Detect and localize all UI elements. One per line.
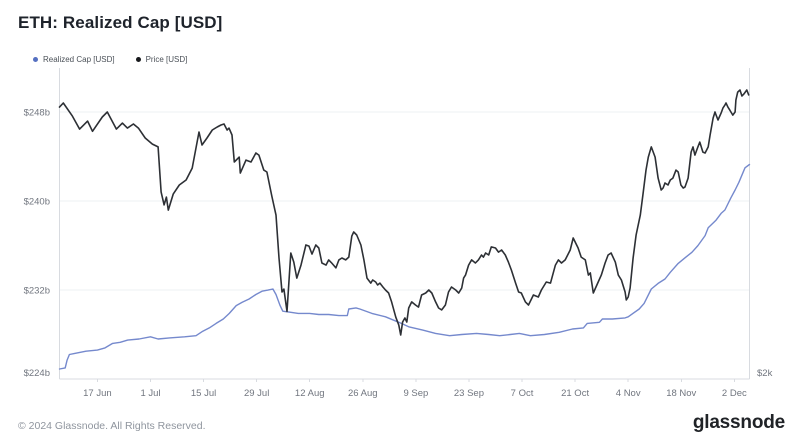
- x-axis-tick-label: 1 Jul: [140, 388, 160, 399]
- series-line-price[interactable]: [58, 89, 750, 336]
- legend: Realized Cap [USD] Price [USD]: [33, 55, 187, 64]
- legend-item-price[interactable]: Price [USD]: [135, 55, 188, 64]
- x-axis-tick-label: 4 Nov: [616, 388, 641, 399]
- x-axis-tick-label: 26 Aug: [348, 388, 378, 399]
- y-axis-tick-label: $240b: [24, 197, 50, 208]
- x-axis-tick-label: 29 Jul: [244, 388, 269, 399]
- x-axis-tick-label: 9 Sep: [403, 388, 428, 399]
- x-axis-tick-label: 23 Sep: [454, 388, 484, 399]
- x-axis-tick-label: 21 Oct: [561, 388, 589, 399]
- x-axis-tick-label: 15 Jul: [191, 388, 216, 399]
- glassnode-logo: glassnode: [692, 412, 785, 433]
- right-axis-tick-label: $2k: [757, 368, 773, 379]
- legend-label-price: Price [USD]: [145, 55, 188, 64]
- x-axis-tick-label: 7 Oct: [511, 388, 534, 399]
- x-axis-tick-label: 12 Aug: [295, 388, 325, 399]
- y-axis-tick-label: $248b: [24, 108, 50, 119]
- y-axis-tick-label: $224b: [24, 368, 50, 379]
- legend-dot-price-icon: [135, 57, 141, 62]
- y-axis-tick-label: $232b: [24, 286, 50, 297]
- series-line-realized-cap[interactable]: [58, 163, 751, 370]
- x-axis-tick-label: 2 Dec: [722, 388, 747, 399]
- copyright-text: © 2024 Glassnode. All Rights Reserved.: [18, 420, 206, 432]
- legend-item-realized-cap[interactable]: Realized Cap [USD]: [33, 55, 115, 64]
- legend-dot-realized-cap-icon: [33, 57, 38, 62]
- page-title: ETH: Realized Cap [USD]: [18, 13, 223, 32]
- x-axis-tick-label: 17 Jun: [83, 388, 112, 399]
- x-axis-tick-label: 18 Nov: [666, 388, 696, 399]
- legend-label-realized-cap: Realized Cap [USD]: [43, 55, 115, 64]
